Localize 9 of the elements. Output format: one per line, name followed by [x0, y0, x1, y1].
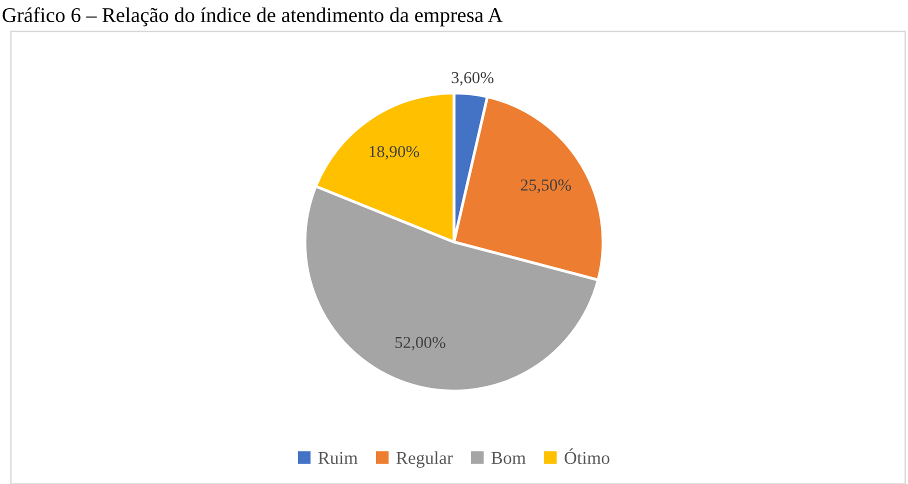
legend-label: Regular [396, 451, 453, 468]
legend-label: Bom [491, 452, 526, 464]
chart-title: Gráfico 6 – Relação do índice de atendimento da empresa A [2, 7, 503, 26]
legend-label: Ruim [318, 452, 358, 464]
data-label: 52,00% [395, 336, 446, 350]
legend-label: Ótimo [564, 448, 610, 464]
data-label: 25,50% [520, 179, 571, 194]
data-label: 18,90% [370, 146, 420, 160]
data-label: 3,60% [452, 72, 494, 86]
